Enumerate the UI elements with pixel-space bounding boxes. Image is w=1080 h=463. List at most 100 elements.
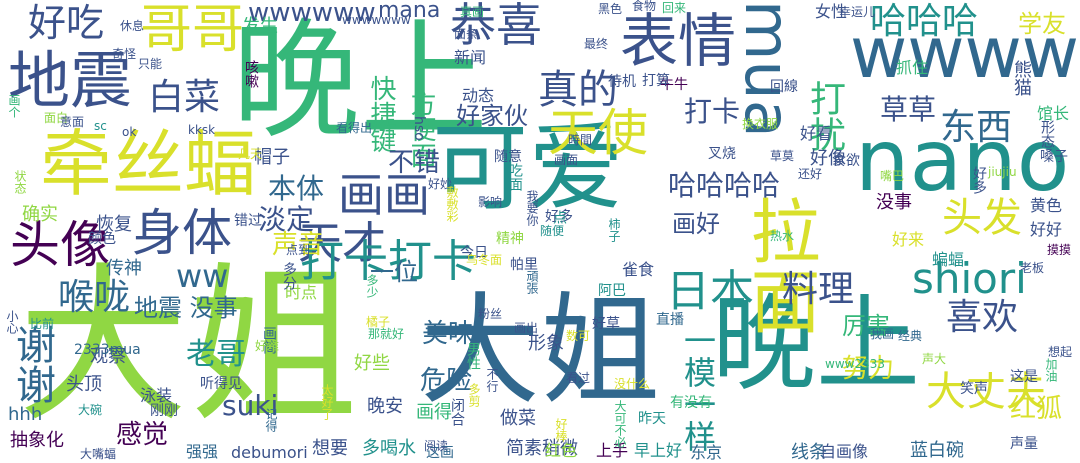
cloud-word: 强强 [186,442,219,461]
cloud-word: 传神 [106,258,142,279]
cloud-word: 想起 [1048,345,1073,359]
cloud-word: 晚安 [367,396,403,417]
cloud-word: 面白 [44,111,69,125]
cloud-word: 橘子 [366,315,391,329]
cloud-word: 笑声 [960,381,988,397]
cloud-word: 哈哈哈哈 [668,169,781,202]
cloud-word: 淡定 [258,203,315,236]
cloud-word: 大碗 [78,403,103,417]
cloud-word: 随意 [494,149,522,165]
cloud-word: 看过 [566,371,591,385]
cloud-word: sc [94,119,107,133]
cloud-word: 看得出 [336,121,373,135]
cloud-word: 晚上 [712,283,921,405]
cloud-word: 头像 [10,216,110,274]
cloud-word: 待机 [608,74,636,90]
cloud-word: 状态 [13,170,27,194]
cloud-word: 不错 [388,148,441,178]
cloud-word: 回線 [770,79,798,95]
cloud-word: 食欲 [832,153,860,169]
cloud-word: 粉丝 [478,307,503,321]
cloud-word: 快捷键 [366,75,396,153]
cloud-word: 打扰 [804,80,845,152]
cloud-word: 昨天 [638,411,666,427]
cloud-word: 好好 [1030,220,1063,239]
cloud-word: 時間 [568,133,593,147]
cloud-word: 嗓子 [1040,149,1068,165]
cloud-word: 休息 [120,19,145,33]
cloud-word: 画面 [554,153,579,167]
cloud-word: 料理 [782,269,855,310]
cloud-word: 好难 [255,339,280,353]
cloud-word: 热水 [770,229,795,243]
cloud-word: 想要 [312,438,348,459]
cloud-word: 厉害 [842,312,890,340]
cloud-word: 阿巴 [598,283,626,299]
cloud-word: 敷敷彩 [445,186,459,222]
cloud-word: 声量 [1010,436,1038,452]
cloud-word: wwww [850,12,1080,94]
cloud-word: 有没有 [670,395,712,411]
cloud-word: 好草 [592,316,620,332]
cloud-word: 感觉 [116,420,169,450]
cloud-word: 抽象化 [10,430,64,451]
cloud-word: www2333 [825,357,885,371]
cloud-word: 草莫 [770,149,795,163]
cloud-word: 头发 [942,195,1022,241]
cloud-word: 好吃 [28,1,105,45]
cloud-word: shiori [912,254,1027,303]
cloud-word: 东京 [690,443,723,462]
cloud-word: 哥哥 [140,0,245,60]
cloud-word: 馆长 [1037,104,1070,123]
cloud-word: 恢复 [96,214,132,235]
cloud-word: ok [122,125,137,139]
cloud-word: 本体 [268,172,325,205]
cloud-word: 只能 [138,57,163,71]
cloud-word: 男性 [465,342,481,370]
cloud-word: mana [378,0,441,23]
cloud-word: wwwwww [248,0,376,28]
cloud-word: 白菜 [148,77,221,118]
cloud-word: 天才 [298,218,386,269]
cloud-word: 头顶 [66,374,102,395]
cloud-word: 天使 [548,104,648,162]
cloud-word: 努力 [842,354,895,384]
cloud-word: 新闻 [454,48,487,67]
cloud-word: ww [176,257,229,295]
cloud-word: 声大 [922,352,947,366]
cloud-word: hso [411,116,427,141]
cloud-word: 随便 [540,224,565,238]
cloud-word: 多剪 [467,383,481,407]
cloud-word: 这画 [426,445,454,461]
cloud-word: 食物 [632,0,657,13]
cloud-word: 回来 [662,1,687,15]
cloud-word: 嘴巴 [880,169,905,183]
cloud-word: 还好 [798,167,823,181]
cloud-word: 太好了 [320,384,334,420]
cloud-word: nano [855,111,1070,211]
cloud-word: 多少 [365,274,379,298]
cloud-word: 点 [551,210,567,224]
cloud-word: 抓住 [896,58,929,77]
cloud-word: 可爱 [432,112,624,224]
cloud-word: 画得 [416,402,452,423]
cloud-word: 牛牛 [660,77,688,93]
cloud-word: hhh [8,404,43,425]
cloud-word: 颜色 [88,231,116,247]
cloud-word: 好妙 [428,177,453,191]
cloud-word: 帽子 [254,147,290,168]
cloud-word: 蓝白碗 [910,440,964,461]
cloud-word: 柿子 [607,218,621,242]
cloud-word: 确实 [22,204,58,225]
cloud-word: 女性 [815,2,848,21]
cloud-word: 表情 [620,7,737,75]
cloud-word: 真画 [460,5,485,19]
cloud-word: 不行 [485,368,499,392]
cloud-word: 身体 [132,204,232,262]
cloud-word: 经典 [898,329,923,343]
cloud-word: 恭喜 [450,0,542,52]
cloud-word: 听得见 [200,376,242,392]
cloud-word: 换衣服 [742,117,779,131]
cloud-word: 大姐 [420,282,660,421]
cloud-word: 闭合 [449,398,465,426]
